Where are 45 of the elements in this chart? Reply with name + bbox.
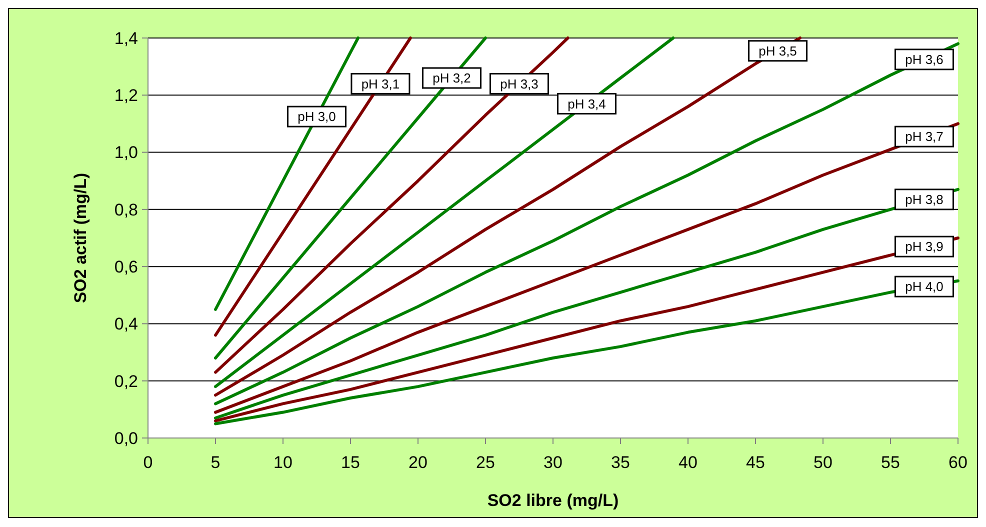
line-series: [214, 36, 675, 388]
x-tick-label: 5: [210, 453, 220, 472]
series-label: pH 3,3: [500, 76, 538, 92]
line-series: [214, 188, 960, 420]
y-tick-label: 1,0: [114, 143, 138, 162]
line-series: [214, 36, 412, 337]
y-tick-label: 0,8: [114, 200, 138, 220]
line-series: [214, 42, 960, 406]
series-label: pH 3,5: [758, 43, 797, 58]
y-tick-label: 1,2: [114, 86, 138, 106]
x-tick-label: 20: [408, 453, 428, 472]
x-tick-label: 50: [814, 453, 832, 472]
line-series: [214, 236, 960, 422]
x-tick-label: 10: [274, 453, 292, 472]
line-series: [214, 36, 360, 311]
x-tick-label: 55: [881, 453, 900, 472]
series-label: pH 3,2: [432, 70, 471, 86]
y-tick-label: 0,4: [114, 314, 138, 334]
x-tick-label: 15: [341, 453, 360, 472]
y-tick-label: 0,6: [114, 258, 138, 277]
series-label: pH 3,6: [905, 52, 944, 67]
x-tick-label: 0: [143, 453, 153, 472]
line-series: [214, 36, 570, 374]
y-tick-label: 1,4: [114, 28, 138, 48]
series-label: pH 3,9: [905, 239, 944, 254]
series-label: pH 3,8: [905, 192, 944, 207]
series-label: pH 4,0: [905, 279, 944, 294]
x-axis-title: SO2 libre (mg/L): [487, 491, 619, 510]
x-tick-label: 30: [544, 453, 562, 472]
x-tick-label: 35: [611, 453, 630, 472]
series-label: pH 3,7: [905, 129, 944, 144]
x-tick-label: 45: [746, 453, 765, 472]
series-label: pH 3,0: [298, 109, 336, 124]
line-series: [214, 36, 487, 360]
series-label: pH 3,4: [568, 96, 606, 112]
line-series: [214, 122, 960, 414]
series-label: pH 3,1: [361, 76, 400, 92]
line-series: [214, 36, 802, 397]
x-tick-label: 40: [678, 453, 698, 472]
x-tick-label: 25: [476, 453, 495, 472]
y-axis-title: SO2 actif (mg/L): [71, 172, 90, 304]
y-tick-label: 0,0: [114, 428, 138, 448]
y-tick-label: 0,2: [114, 372, 138, 391]
x-tick-label: 60: [948, 453, 968, 472]
line-series: [214, 279, 960, 426]
